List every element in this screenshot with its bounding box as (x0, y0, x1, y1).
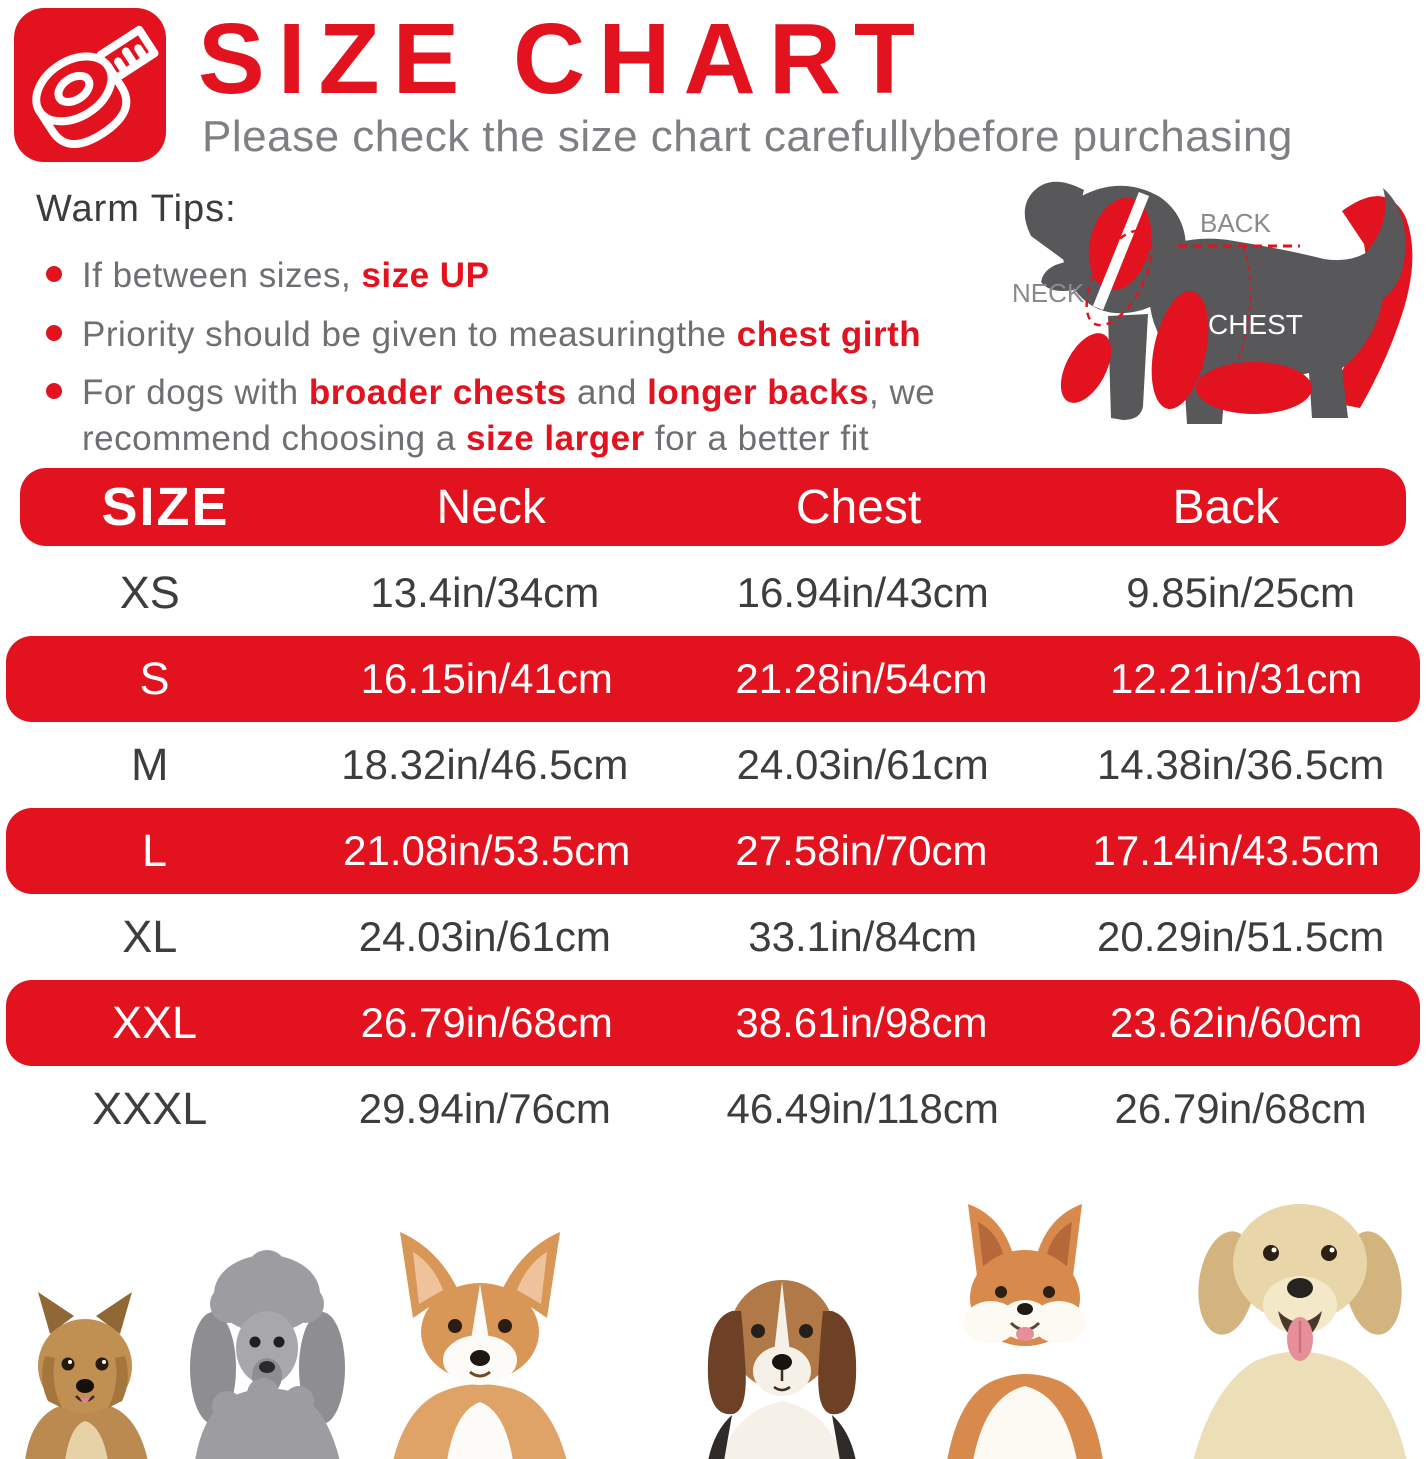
size-table-row-xxxl: XXXL 29.94in/76cm 46.49in/118cm 26.79in/68c… (0, 1066, 1426, 1152)
cell-neck: 26.79in/68cm (360, 999, 613, 1046)
warm-tip-text: , we recommend choosing a (82, 373, 936, 458)
dog-photos-strip (0, 1149, 1426, 1459)
cell-back: 17.14in/43.5cm (1092, 827, 1380, 874)
warm-tip-highlight: broader chests (308, 373, 567, 412)
warm-tip-text: For dogs with (82, 373, 309, 412)
cell-chest: 33.1in/84cm (748, 913, 978, 960)
poodle-photo (190, 1250, 345, 1459)
cell-chest: 27.58in/70cm (735, 827, 988, 874)
golden-retriever-photo (1193, 1204, 1407, 1459)
warm-tip-text: If between sizes, (82, 256, 362, 295)
column-header-chest: Chest (795, 480, 922, 534)
cell-chest: 24.03in/61cm (736, 741, 989, 788)
cell-back: 9.85in/25cm (1126, 569, 1355, 616)
cell-size: S (139, 653, 170, 704)
cell-neck: 18.32in/46.5cm (341, 741, 629, 788)
column-header-back: Back (1172, 480, 1280, 534)
cell-size: XS (119, 567, 180, 618)
size-table-header: SIZE Neck Chest Back (20, 468, 1406, 546)
cell-size: M (130, 739, 169, 790)
diagram-neck-label: NECK (1012, 278, 1085, 308)
page-subtitle: Please check the size chart carefullybef… (202, 112, 1293, 161)
size-table-row-s: S 16.15in/41cm 21.28in/54cm 12.21in/31cm (6, 636, 1420, 722)
warm-tip-highlight: chest girth (736, 314, 922, 354)
warm-tips-list: If between sizes, size UP Priority should… (36, 253, 986, 461)
cell-neck: 24.03in/61cm (358, 913, 611, 960)
diagram-back-label: BACK (1200, 208, 1271, 238)
cell-back: 20.29in/51.5cm (1096, 913, 1385, 960)
cell-size: XL (122, 911, 178, 962)
warm-tip-highlight: longer backs (647, 373, 870, 412)
warm-tip-item: Priority should be given to measuringthe… (36, 312, 986, 358)
size-table-row-l: L 21.08in/53.5cm 27.58in/70cm 17.14in/43.5c… (6, 808, 1420, 894)
cell-back: 26.79in/68cm (1114, 1085, 1367, 1132)
cell-back: 12.21in/31cm (1110, 655, 1363, 702)
size-table-row-xs: XS 13.4in/34cm 16.94in/43cm 9.85in/25cm (0, 550, 1426, 636)
warm-tip-item: For dogs with broader chests and longer … (36, 370, 986, 461)
corgi-photo (393, 1232, 567, 1459)
size-table-row-m: M 18.32in/46.5cm 24.03in/61cm 14.38in/36.5c… (0, 722, 1426, 808)
cell-chest: 21.28in/54cm (735, 655, 988, 702)
beagle-photo (707, 1280, 857, 1459)
page-title: SIZE CHART (198, 3, 928, 115)
cell-chest: 38.61in/98cm (735, 999, 988, 1046)
warm-tip-text: Priority should be given to measuringthe (82, 314, 737, 354)
yorkshire-terrier-photo (25, 1292, 148, 1459)
shiba-inu-photo (947, 1204, 1103, 1459)
cell-size: XXL (111, 997, 197, 1048)
warm-tip-highlight: size UP (361, 256, 490, 295)
cell-chest: 46.49in/118cm (726, 1085, 999, 1132)
size-table-body: XS 13.4in/34cm 16.94in/43cm 9.85in/25cm S 16.… (0, 550, 1426, 1152)
cell-chest: 16.94in/43cm (736, 569, 989, 616)
cell-neck: 13.4in/34cm (370, 569, 600, 616)
size-table: SIZE Neck Chest Back XS 13.4in/34cm 16.94i… (0, 468, 1426, 1152)
cell-neck: 29.94in/76cm (358, 1085, 611, 1132)
cell-back: 23.62in/60cm (1110, 999, 1363, 1046)
warm-tips-heading: Warm Tips: (36, 188, 237, 230)
column-header-size: SIZE (101, 477, 230, 537)
warm-tip-highlight: size larger (466, 418, 645, 458)
size-table-row-xxl: XXL 26.79in/68cm 38.61in/98cm 23.62in/60cm (6, 980, 1420, 1066)
warm-tip-item: If between sizes, size UP (36, 253, 986, 299)
column-header-neck: Neck (436, 480, 546, 534)
cell-back: 14.38in/36.5cm (1096, 741, 1385, 788)
size-table-row-xl: XL 24.03in/61cm 33.1in/84cm 20.29in/51.5cm (0, 894, 1426, 980)
cell-neck: 16.15in/41cm (360, 655, 613, 702)
cell-size: L (141, 825, 167, 876)
warm-tips-section: Warm Tips: If between sizes, size UP Prio… (36, 188, 986, 474)
warm-tip-text: and (566, 373, 648, 412)
tape-measure-icon (14, 8, 166, 162)
dog-measurement-diagram: NECK BACK CHEST (992, 166, 1422, 458)
cell-size: XXXL (92, 1083, 208, 1134)
diagram-chest-label: CHEST (1208, 309, 1303, 340)
cell-neck: 21.08in/53.5cm (343, 827, 631, 874)
warm-tip-text: for a better fit (644, 418, 870, 458)
